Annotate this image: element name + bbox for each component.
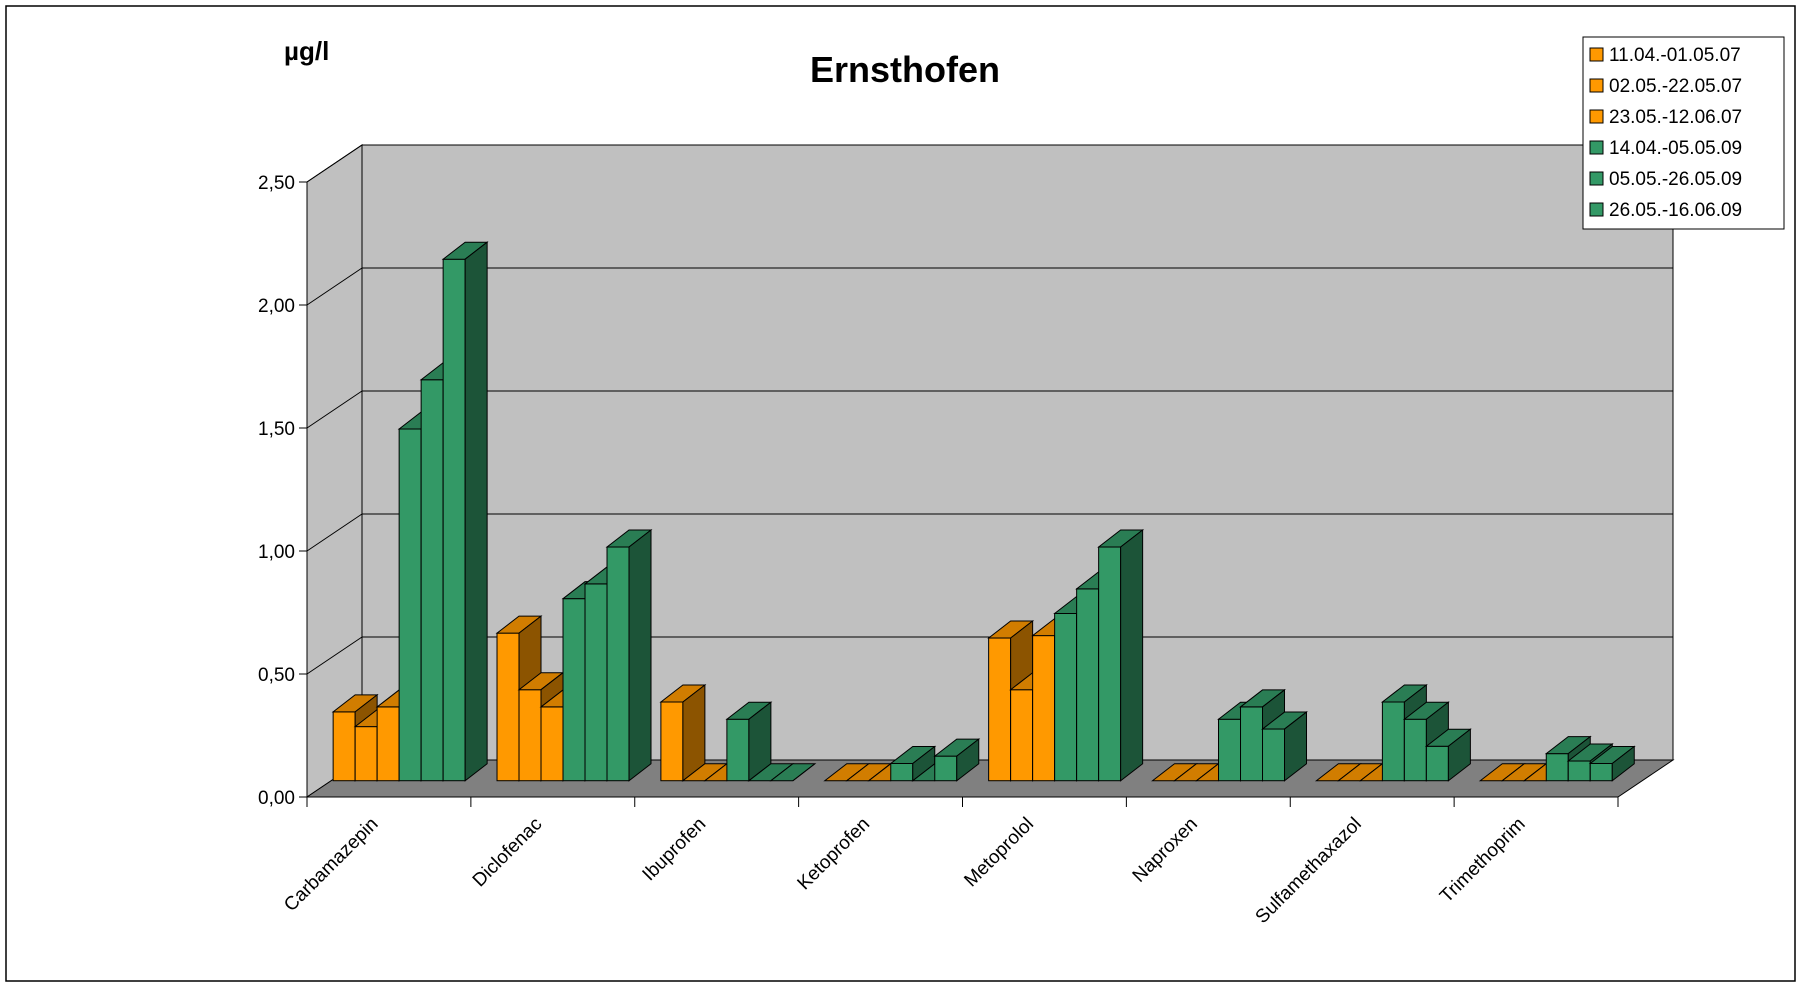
gridline-side bbox=[306, 636, 363, 675]
bar-side-face bbox=[1611, 745, 1635, 782]
legend-label: 14.04.-05.05.09 bbox=[1609, 138, 1742, 159]
bar-front-face bbox=[1381, 701, 1405, 782]
bar-front-face bbox=[1545, 753, 1569, 782]
bar-front-face bbox=[398, 428, 422, 782]
bar-ibuprofen-6 bbox=[769, 763, 817, 782]
bar-side-face bbox=[464, 241, 488, 782]
legend-label: 26.05.-16.06.09 bbox=[1609, 200, 1742, 221]
legend-label: 11.04.-01.05.07 bbox=[1609, 45, 1741, 66]
legend-label: 02.05.-22.05.07 bbox=[1609, 76, 1742, 97]
bar-front-face bbox=[540, 706, 564, 782]
bar-side-face bbox=[792, 763, 816, 782]
y-tick-label: 2,00 bbox=[258, 296, 295, 317]
bar-front-face bbox=[1425, 745, 1449, 782]
legend-label: 05.05.-26.05.09 bbox=[1609, 169, 1742, 190]
bar-ibuprofen-1 bbox=[659, 683, 707, 782]
bar-front-face bbox=[376, 706, 400, 782]
bar-front-face bbox=[332, 711, 356, 782]
y-tick-label: 1,00 bbox=[258, 542, 295, 563]
y-tick-label: 0,00 bbox=[258, 788, 295, 809]
legend-swatch bbox=[1589, 140, 1604, 155]
bar-front-face bbox=[934, 755, 958, 782]
y-tick-label: 0,50 bbox=[258, 665, 295, 686]
bar-front-face bbox=[1262, 728, 1286, 782]
bar-side-face bbox=[956, 738, 980, 782]
gridline-side bbox=[306, 144, 363, 183]
bar-ketoprofen-6 bbox=[933, 738, 981, 782]
legend-swatch bbox=[1589, 171, 1604, 186]
gridline-side bbox=[306, 513, 363, 552]
bar-front-face bbox=[496, 632, 520, 782]
bar-side-face bbox=[1447, 728, 1471, 782]
bar-front-face bbox=[1054, 612, 1078, 782]
bar-trimethoprim-6 bbox=[1588, 745, 1636, 782]
bar-sulfamethaxazol-6 bbox=[1424, 728, 1472, 782]
bar-metoprolol-6 bbox=[1097, 529, 1145, 782]
bar-front-face bbox=[606, 546, 630, 782]
bar-front-face bbox=[988, 637, 1012, 782]
bar-front-face bbox=[1076, 588, 1100, 782]
bar-front-face bbox=[354, 726, 378, 782]
legend-swatch bbox=[1589, 202, 1604, 217]
bar-front-face bbox=[1010, 689, 1034, 782]
y-axis-unit-label: µg/l bbox=[284, 36, 329, 66]
bar-front-face bbox=[518, 689, 542, 782]
chart-title: Ernsthofen bbox=[810, 49, 1000, 90]
y-tick-label: 1,50 bbox=[258, 419, 295, 440]
bar-front-face bbox=[660, 701, 684, 782]
gridline-side bbox=[306, 390, 363, 429]
legend: 11.04.-01.05.07 02.05.-22.05.07 23.05.-12.… bbox=[1582, 36, 1785, 230]
bar-front-face bbox=[1032, 635, 1056, 782]
legend-swatch bbox=[1589, 47, 1604, 62]
bar-ibuprofen-4 bbox=[725, 701, 773, 782]
bar-naproxen-6 bbox=[1261, 711, 1308, 782]
legend-swatch bbox=[1589, 109, 1604, 124]
bar-front-face bbox=[1098, 546, 1122, 782]
bar-front-face bbox=[442, 258, 466, 782]
bar-front-face bbox=[1403, 718, 1427, 782]
bar-front-face bbox=[584, 583, 608, 782]
bar-front-face bbox=[1240, 706, 1264, 782]
bar-front-face bbox=[1218, 718, 1242, 782]
legend-label: 23.05.-12.06.07 bbox=[1609, 107, 1742, 128]
bar-front-face bbox=[726, 718, 750, 782]
gridline-side bbox=[306, 267, 363, 306]
bar-carbamazepin-6 bbox=[441, 241, 489, 782]
bar-ketoprofen-4 bbox=[889, 745, 937, 782]
bar-side-face bbox=[1284, 711, 1308, 782]
y-tick-label: 2,50 bbox=[258, 173, 295, 194]
legend-box bbox=[1582, 36, 1785, 230]
bar-front-face bbox=[420, 379, 444, 782]
bar-front-face bbox=[562, 598, 586, 782]
bar-front-face bbox=[890, 763, 914, 782]
legend-swatch bbox=[1589, 78, 1604, 93]
bar-front-face bbox=[1567, 760, 1591, 782]
bar-side-face bbox=[628, 529, 652, 782]
bar-diclofenac-6 bbox=[605, 529, 653, 782]
bar-front-face bbox=[1589, 763, 1613, 782]
bar-side-face bbox=[1120, 529, 1144, 782]
